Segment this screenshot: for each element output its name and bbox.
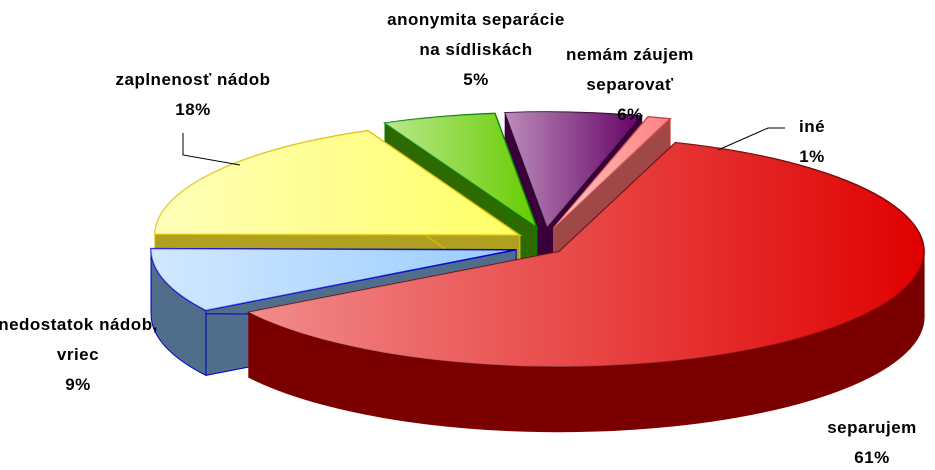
value-label: 9% [65, 375, 91, 394]
data-label: iné 1% [782, 112, 842, 172]
slice-shine [385, 113, 537, 228]
data-label: nemám záujem separovať 6% [535, 40, 725, 130]
value-label: 18% [175, 100, 211, 119]
data-label: zaplnenosť nádob 18% [63, 65, 323, 125]
slice [246, 141, 925, 433]
category-label: nedostatok nádob, vriec [0, 315, 158, 364]
slice-shine [154, 130, 520, 236]
leader-line [717, 127, 785, 151]
slice-shine [151, 248, 517, 311]
category-label: anonymita separácie na sídliskách [387, 10, 565, 59]
data-label: separujem 61% [812, 413, 932, 470]
data-label: anonymita separácie na sídliskách 5% [376, 5, 576, 95]
slice-shine [553, 116, 671, 228]
category-label: separujem [827, 418, 917, 437]
value-label: 1% [799, 147, 825, 166]
slice-shine [505, 112, 642, 227]
slice-shine [248, 142, 925, 367]
value-label: 5% [463, 70, 489, 89]
category-label: nemám záujem separovať [566, 45, 694, 94]
data-label: nedostatok nádob, vriec 9% [0, 310, 173, 400]
leader-line [182, 133, 241, 166]
category-label: iné [798, 117, 826, 136]
value-label: 6% [617, 105, 643, 124]
value-label: 61% [854, 448, 890, 467]
category-label: zaplnenosť nádob [115, 70, 271, 89]
